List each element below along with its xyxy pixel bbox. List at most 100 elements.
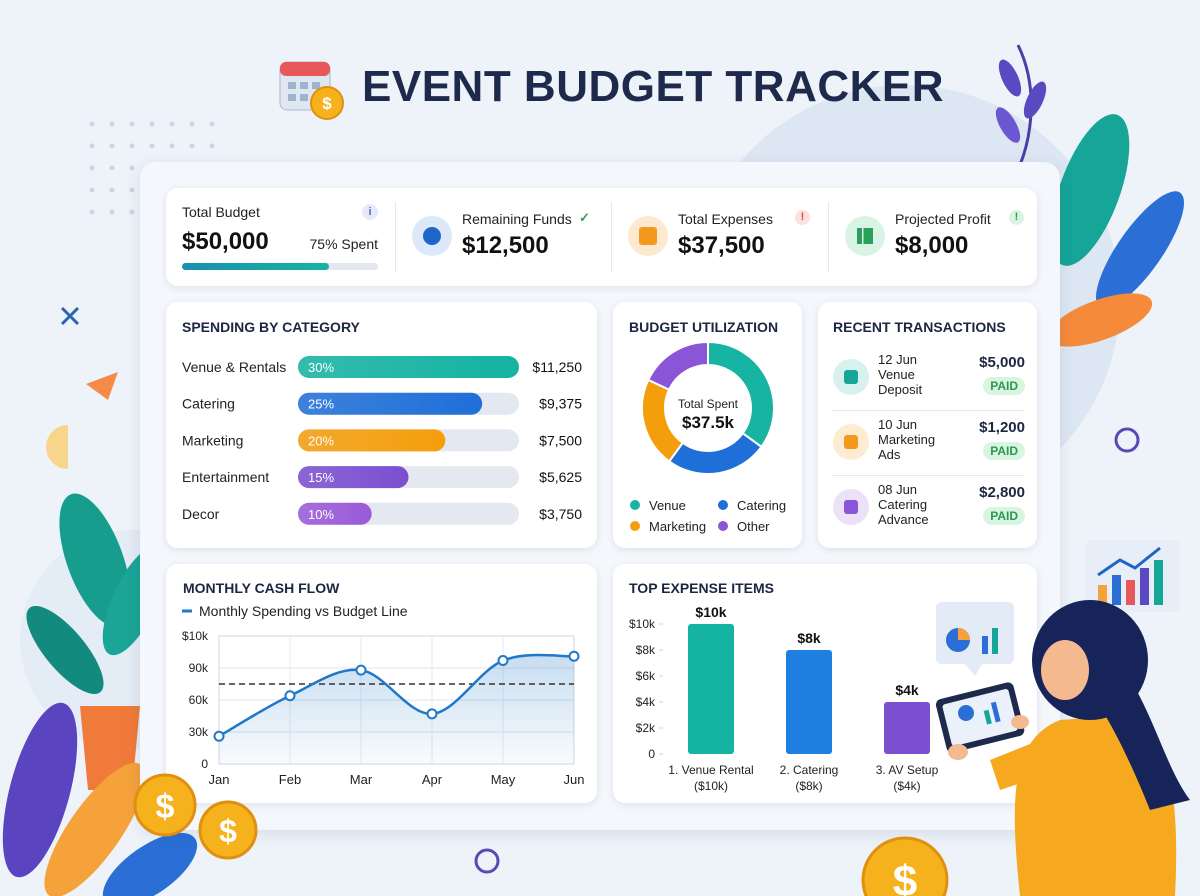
center-value: $37.5k <box>682 413 735 432</box>
tx-status: PAID <box>983 442 1025 460</box>
decor-shape <box>300 94 308 101</box>
kpi-value: $12,500 <box>462 232 549 259</box>
kpi-value: $37,500 <box>678 232 765 259</box>
legend-swatch <box>630 521 640 531</box>
category-label: Decor <box>182 506 220 522</box>
info-icon[interactable]: i <box>362 204 378 220</box>
tx-amount: $1,200 <box>979 419 1025 436</box>
tx-icon-glyph <box>844 500 858 514</box>
cashflow-chart: MONTHLY CASH FLOW Monthly Spending vs Bud… <box>182 580 585 787</box>
decor-shape <box>310 86 344 120</box>
divider <box>611 202 612 272</box>
decor-shape <box>89 165 95 171</box>
x-tick-label: Jun <box>564 772 585 787</box>
ring <box>1114 427 1140 453</box>
utilization-card: BUDGET UTILIZATION Venue Catering Marketing… <box>613 302 802 548</box>
x-tick-note: ($8k) <box>795 779 822 793</box>
donut-segment <box>646 340 709 392</box>
legend-swatch <box>630 500 640 510</box>
divider <box>832 410 1025 411</box>
x-tick-label: Apr <box>422 772 443 787</box>
decor-shape <box>129 121 135 127</box>
bar-value-label: $8k <box>797 630 821 646</box>
decor-shape <box>312 82 320 89</box>
point <box>426 708 438 720</box>
bar-value-label: 30% <box>308 360 334 375</box>
decor-shape <box>26 605 104 695</box>
decor-shape <box>109 143 115 149</box>
cashflow-card: MONTHLY CASH FLOW Monthly Spending vs Bud… <box>166 564 597 803</box>
decor-shape <box>129 187 135 193</box>
bar-value-label: 15% <box>308 470 334 485</box>
legend-swatch <box>718 500 728 510</box>
tx-icon <box>833 424 869 460</box>
spending-card: SPENDING BY CATEGORY Venue & Rentals 30% $1… <box>166 302 597 548</box>
legend-label: Catering <box>737 498 786 513</box>
decor-shape <box>59 493 131 627</box>
progress-track <box>182 263 378 270</box>
decor-shape <box>280 62 330 76</box>
spending-chart: SPENDING BY CATEGORY Venue & Rentals 30% $1… <box>182 319 582 525</box>
decor-shape: $ <box>322 94 332 113</box>
legend-label: Monthly Spending vs Budget Line <box>199 603 408 619</box>
progress-bar <box>182 263 329 270</box>
y-tick-label: 0 <box>201 757 208 771</box>
card-title: RECENT TRANSACTIONS <box>833 319 1006 335</box>
point <box>355 664 367 676</box>
divider <box>395 202 396 272</box>
category-label: Venue & Rentals <box>182 359 286 375</box>
x-tick-label: Mar <box>350 772 373 787</box>
y-tick-label: 60k <box>189 693 209 707</box>
area <box>219 655 574 764</box>
decor-shape <box>129 209 135 215</box>
decor-shape <box>288 82 296 89</box>
decor-shape <box>1047 293 1153 347</box>
ring <box>474 848 500 874</box>
tx-icon-glyph <box>844 435 858 449</box>
decor-shape <box>109 121 115 127</box>
decor-shape <box>998 59 1022 97</box>
decor-shape <box>1023 81 1047 119</box>
page-title: EVENT BUDGET TRACKER <box>362 62 945 111</box>
amount-label: $11,250 <box>532 359 582 375</box>
decor-shape <box>2 702 78 878</box>
y-tick-label: 30k <box>189 725 209 739</box>
bar-value-label: 20% <box>308 433 334 448</box>
tx-icon-glyph <box>844 370 858 384</box>
decor-shape <box>300 82 308 89</box>
bar <box>298 466 409 489</box>
x-tick-note: ($4k) <box>893 779 920 793</box>
x-tick-label: May <box>491 772 516 787</box>
bar <box>298 429 446 452</box>
legend-label: Other <box>737 519 770 534</box>
decor-shape <box>129 165 135 171</box>
tx-amount: $5,000 <box>979 354 1025 371</box>
point <box>568 650 580 662</box>
decor-shape <box>209 143 215 149</box>
tx-icon <box>833 489 869 525</box>
chart-title: BUDGET UTILIZATION <box>629 319 778 335</box>
x-tick-label: 3. AV Setup <box>876 763 939 777</box>
kpi-progress-label: 75% Spent <box>309 236 379 252</box>
decor-shape <box>209 121 215 127</box>
kpi-value: $8,000 <box>895 232 969 259</box>
legend-label: Marketing <box>649 519 706 534</box>
decor-shape <box>102 832 198 896</box>
tx-description: Marketing Ads <box>878 432 936 462</box>
bar-value-label: 10% <box>308 507 334 522</box>
tx-icon <box>833 359 869 395</box>
kpi-label: Total Expenses <box>678 211 773 227</box>
category-label: Entertainment <box>182 469 269 485</box>
plant-right-top <box>995 44 1185 347</box>
tx-date: 12 Jun <box>878 352 918 367</box>
decor-shape <box>109 165 115 171</box>
kpi-label: Total Budget <box>182 204 260 220</box>
tx-status: PAID <box>983 377 1025 395</box>
decor-shape <box>44 762 146 896</box>
donut-segment <box>667 431 763 475</box>
y-tick-label: $6k <box>636 669 656 683</box>
alert-icon: ! <box>795 210 810 225</box>
expense-chart: TOP EXPENSE ITEMS 0 $2k $4k $6k $8k $10k $10k 1.… <box>629 580 939 793</box>
tx-date: 08 Jun <box>878 482 918 497</box>
expense-card: TOP EXPENSE ITEMS 0 $2k $4k $6k $8k $10k $10k 1.… <box>613 564 1037 803</box>
